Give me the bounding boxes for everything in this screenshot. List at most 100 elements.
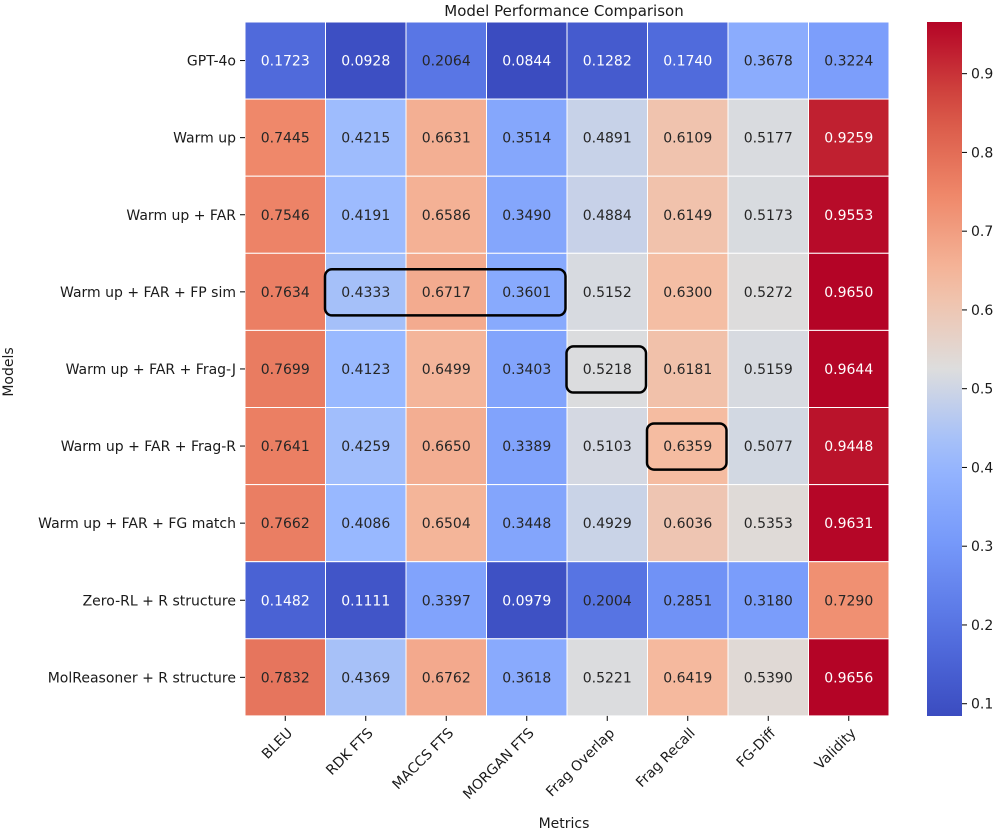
heatmap-cell bbox=[244, 407, 326, 486]
heatmap-cell bbox=[727, 175, 809, 254]
colorbar-tick-label: 0.7 bbox=[971, 224, 993, 240]
column-label: Frag Overlap bbox=[543, 725, 618, 800]
cell-value-label: 0.5218 bbox=[583, 362, 632, 378]
cell-value-label: 0.4369 bbox=[341, 670, 390, 686]
heatmap-cell bbox=[405, 329, 487, 408]
cell-value-label: 0.3618 bbox=[502, 670, 551, 686]
cell-value-label: 0.9631 bbox=[824, 516, 873, 532]
heatmap-cell bbox=[244, 561, 326, 640]
heatmap-cell bbox=[727, 21, 809, 100]
heatmap-cell bbox=[566, 561, 648, 640]
cell-value-label: 0.9656 bbox=[824, 670, 873, 686]
cell-value-label: 0.5177 bbox=[744, 131, 793, 147]
column-label: FG-Diff bbox=[734, 725, 780, 771]
cell-value-label: 0.1723 bbox=[261, 54, 310, 70]
row-label: Warm up + FAR + Frag-R bbox=[61, 439, 237, 455]
heatmap-cell bbox=[244, 638, 326, 717]
heatmap-cell bbox=[566, 407, 648, 486]
cell-value-label: 0.7832 bbox=[261, 670, 310, 686]
cell-value-label: 0.3397 bbox=[422, 593, 471, 609]
cell-value-label: 0.6181 bbox=[663, 362, 712, 378]
heatmap-cell bbox=[647, 329, 729, 408]
cell-value-label: 0.6717 bbox=[422, 285, 471, 301]
heatmap-cell bbox=[566, 252, 648, 331]
heatmap-cell bbox=[727, 638, 809, 717]
cell-value-label: 0.4891 bbox=[583, 131, 632, 147]
heatmap-cell bbox=[486, 561, 568, 640]
cell-value-label: 0.6499 bbox=[422, 362, 471, 378]
cell-value-label: 0.0844 bbox=[502, 54, 551, 70]
cell-value-label: 0.4086 bbox=[341, 516, 390, 532]
cell-value-label: 0.4191 bbox=[341, 208, 390, 224]
heatmap-cells: 0.1723 0.0928 0.2064 0.0844 0.1282 0.1740 0.36… bbox=[244, 21, 890, 717]
heatmap-cell bbox=[325, 561, 407, 640]
cell-value-label: 0.4123 bbox=[341, 362, 390, 378]
heatmap-cell bbox=[486, 252, 568, 331]
heatmap-cell bbox=[647, 175, 729, 254]
heatmap-cell bbox=[808, 407, 890, 486]
cell-value-label: 0.5353 bbox=[744, 516, 793, 532]
row-label: Zero-RL + R structure bbox=[83, 593, 236, 609]
heatmap-cell bbox=[405, 638, 487, 717]
cell-value-label: 0.6109 bbox=[663, 131, 712, 147]
colorbar-tick-label: 0.3 bbox=[971, 539, 993, 555]
heatmap-cell bbox=[727, 329, 809, 408]
cell-value-label: 0.5152 bbox=[583, 285, 632, 301]
cell-value-label: 0.3514 bbox=[502, 131, 551, 147]
cell-value-label: 0.3490 bbox=[502, 208, 551, 224]
cell-value-label: 0.5077 bbox=[744, 439, 793, 455]
highlight-box bbox=[565, 345, 648, 394]
heatmap-cell bbox=[325, 252, 407, 331]
row-label: GPT-4o bbox=[187, 54, 236, 70]
heatmap-cell bbox=[405, 252, 487, 331]
heatmap-cell bbox=[405, 175, 487, 254]
cell-value-label: 0.2064 bbox=[422, 54, 471, 70]
cell-value-label: 0.7699 bbox=[261, 362, 310, 378]
heatmap-cell bbox=[244, 484, 326, 563]
highlight-boxes bbox=[323, 268, 728, 471]
cell-value-label: 0.9553 bbox=[824, 208, 873, 224]
cell-value-label: 0.9650 bbox=[824, 285, 873, 301]
cell-value-label: 0.7662 bbox=[261, 516, 310, 532]
cell-value-label: 0.4259 bbox=[341, 439, 390, 455]
cell-value-label: 0.1111 bbox=[341, 593, 390, 609]
column-label: Frag Recall bbox=[633, 725, 698, 790]
cell-value-label: 0.6504 bbox=[422, 516, 471, 532]
colorbar-tick-label: 0.8 bbox=[971, 145, 993, 161]
cell-value-label: 0.0979 bbox=[502, 593, 551, 609]
heatmap-cell bbox=[808, 21, 890, 100]
heatmap-cell bbox=[405, 21, 487, 100]
colorbar-tick-label: 0.2 bbox=[971, 618, 993, 634]
cell-value-label: 0.3389 bbox=[502, 439, 551, 455]
column-label: BLEU bbox=[259, 725, 296, 762]
heatmap-cell bbox=[486, 21, 568, 100]
heatmap-cell bbox=[244, 98, 326, 177]
row-label: Warm up + FAR bbox=[126, 208, 236, 224]
cell-value-label: 0.5272 bbox=[744, 285, 793, 301]
row-label: Warm up + FAR + Frag-J bbox=[66, 362, 236, 378]
heatmap-cell bbox=[325, 175, 407, 254]
highlight-box bbox=[645, 422, 728, 471]
heatmap-cell bbox=[727, 561, 809, 640]
colorbar-tick-label: 0.5 bbox=[971, 382, 993, 398]
heatmap-cell bbox=[405, 561, 487, 640]
cell-value-label: 0.3678 bbox=[744, 54, 793, 70]
heatmap-cell bbox=[808, 484, 890, 563]
row-label: Warm up bbox=[173, 131, 236, 147]
cell-value-label: 0.7445 bbox=[261, 131, 310, 147]
row-label: Warm up + FAR + FP sim bbox=[60, 285, 236, 301]
cell-value-label: 0.1740 bbox=[663, 54, 712, 70]
cell-value-label: 0.5159 bbox=[744, 362, 793, 378]
cell-value-label: 0.9644 bbox=[824, 362, 873, 378]
colorbar: 0.1 0.2 0.3 0.4 0.5 0.6 0.7 0.8 0.9 bbox=[927, 22, 993, 716]
heatmap-cell bbox=[808, 638, 890, 717]
heatmap-cell bbox=[244, 175, 326, 254]
heatmap-cell bbox=[486, 175, 568, 254]
cell-value-label: 0.3601 bbox=[502, 285, 551, 301]
cell-value-label: 0.2851 bbox=[663, 593, 712, 609]
cell-value-label: 0.9448 bbox=[824, 439, 873, 455]
column-labels: BLEU RDK FTS MACCS FTS MORGAN FTS Frag Overl… bbox=[259, 715, 860, 803]
cell-value-label: 0.3180 bbox=[744, 593, 793, 609]
cell-value-label: 0.6300 bbox=[663, 285, 712, 301]
cell-value-label: 0.6036 bbox=[663, 516, 712, 532]
